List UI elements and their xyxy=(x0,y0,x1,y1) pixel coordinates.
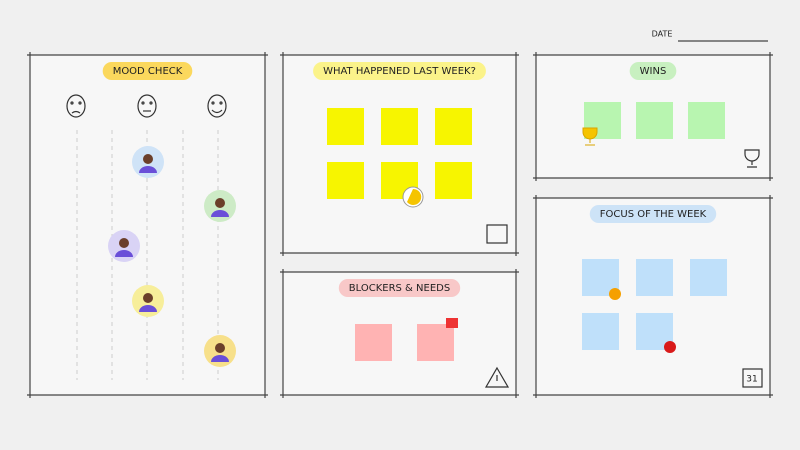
sticky-note xyxy=(582,313,619,350)
timer-fill xyxy=(407,188,422,205)
panel-title-pill xyxy=(313,62,486,80)
panel-title: FOCUS OF THE WEEK xyxy=(600,209,707,220)
alarm-icon xyxy=(446,318,458,328)
panel-title-pill xyxy=(629,62,677,80)
calendar-icon xyxy=(742,368,763,388)
avatar-body xyxy=(139,305,157,312)
trophy-icon xyxy=(582,127,598,146)
panel xyxy=(536,198,770,395)
dot xyxy=(609,288,621,300)
panel xyxy=(283,55,516,253)
avatars xyxy=(108,146,236,367)
avatar-head xyxy=(143,154,153,164)
sticky-note xyxy=(381,108,418,145)
sticky-note xyxy=(636,102,673,139)
panel-title: WHAT HAPPENED LAST WEEK? xyxy=(323,66,476,77)
panel-title: BLOCKERS & NEEDS xyxy=(349,283,450,294)
sticky-note xyxy=(417,324,454,361)
sticky-note xyxy=(688,102,725,139)
dot xyxy=(664,341,676,353)
avatar-body xyxy=(211,210,229,217)
trophy-outline-icon xyxy=(744,149,760,168)
sticky-note xyxy=(327,108,364,145)
avatar-head xyxy=(143,293,153,303)
sticky-note xyxy=(327,162,364,199)
sticky-note xyxy=(435,162,472,199)
sticky-note xyxy=(636,259,673,296)
sticky-note xyxy=(690,259,727,296)
frames: MOOD CHECK WHAT HAPPENED LAST WEEK? WINS BL… xyxy=(27,52,773,398)
avatar-body xyxy=(211,355,229,362)
panel-title-pill xyxy=(102,62,193,80)
avatar-body xyxy=(139,166,157,173)
mood-faces xyxy=(66,94,227,118)
sticky-note xyxy=(435,108,472,145)
avatar-head xyxy=(215,343,225,353)
date-label: DATE xyxy=(652,30,673,39)
sticky-note xyxy=(355,324,392,361)
panel-title: MOOD CHECK xyxy=(113,66,183,77)
newspaper-icon xyxy=(486,224,508,244)
panel-title-pill xyxy=(589,205,717,223)
avatar-head xyxy=(119,238,129,248)
panel-title-pill xyxy=(338,279,461,297)
calendar-day: 31 xyxy=(746,375,757,385)
warning-icon xyxy=(484,366,510,388)
panel-title: WINS xyxy=(640,66,667,77)
avatar-body xyxy=(115,250,133,257)
sticky-notes xyxy=(327,102,727,361)
avatar-head xyxy=(215,198,225,208)
